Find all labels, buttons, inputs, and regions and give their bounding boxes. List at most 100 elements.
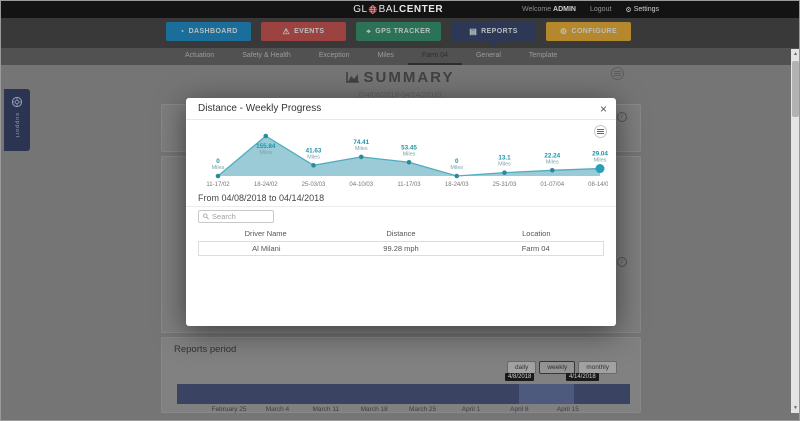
timeline-label: March 4 xyxy=(265,406,290,413)
summary-menu-button[interactable] xyxy=(611,67,624,80)
active-nav-caret xyxy=(487,41,500,47)
chart-value-label: 53.45 xyxy=(401,144,417,151)
report-icon: ▤ xyxy=(469,26,478,36)
table-cell: 99.28 mph xyxy=(383,244,419,253)
nav-button-label: DASHBOARD xyxy=(188,28,238,35)
chart-value-label: 13.1 xyxy=(498,155,511,162)
table-cell: Al Milani xyxy=(252,244,281,253)
range-start-tooltip: 4/8/2018 xyxy=(505,373,535,381)
scroll-down-icon[interactable]: ▼ xyxy=(793,405,798,411)
period-button-weekly[interactable]: weekly xyxy=(539,361,576,374)
distance-weekly-progress-modal: Distance - Weekly Progress × 0 Miles 11-17… xyxy=(186,98,616,326)
report-tabs: Actuation Safety & Health Exception Miles Fa… xyxy=(1,48,799,65)
chart-point[interactable] xyxy=(263,133,269,139)
tab-safety-health[interactable]: Safety & Health xyxy=(242,52,291,59)
chart-point[interactable] xyxy=(502,170,507,175)
chart-x-axis-label: 25-31/03 xyxy=(493,182,517,188)
logo: GL BAL CENTER xyxy=(353,1,443,18)
chart-unit-label: Miles xyxy=(450,165,463,171)
logo-text-prefix: GL xyxy=(353,4,368,15)
chart-unit-label: Miles xyxy=(259,150,272,156)
table-cell: Farm 04 xyxy=(521,244,550,253)
support-side-tab[interactable]: support xyxy=(4,89,30,151)
tab-template[interactable]: Template xyxy=(528,52,558,59)
logo-text-mid: BAL xyxy=(378,4,400,15)
chart-x-axis-label: 01-07/04 xyxy=(540,182,564,188)
top-bar: GL BAL CENTER Welcome ADMIN Logout ⚙ Set… xyxy=(1,1,799,18)
chart-x-axis-label: 25-03/03 xyxy=(302,182,326,188)
table-header-cell: Driver Name xyxy=(244,229,287,238)
chart-point[interactable] xyxy=(406,159,412,165)
search-box xyxy=(198,210,274,223)
timeline-label: March 11 xyxy=(312,406,340,413)
drivers-table: Driver Name Distance Location Al Milani 99.… xyxy=(198,226,604,256)
nav-button-dashboard[interactable]: ◔ DASHBOARD xyxy=(166,22,251,41)
location-icon: ⌖ xyxy=(366,26,372,36)
chart-point[interactable] xyxy=(311,163,316,168)
modal-title: Distance - Weekly Progress xyxy=(198,103,322,114)
chart-value-label: 0 xyxy=(455,158,459,165)
tab-farm-04[interactable]: Farm 04 xyxy=(407,48,462,65)
chart-value-label: 0 xyxy=(216,158,220,165)
chart-point[interactable] xyxy=(549,167,555,173)
chart-point[interactable] xyxy=(454,173,460,179)
table-row[interactable]: Al Milani 99.28 mph Farm 04 xyxy=(198,241,604,256)
tab-general[interactable]: General xyxy=(475,52,501,59)
chart-value-label: 29.04 xyxy=(592,151,608,158)
chart-unit-label: Miles xyxy=(307,154,320,160)
tab-actuation[interactable]: Actuation xyxy=(185,52,215,59)
chart-value-label: 74.41 xyxy=(353,139,369,146)
info-icon[interactable]: i xyxy=(617,112,627,122)
chart-x-axis-label: 18-24/03 xyxy=(445,182,469,188)
timeline-label: March 25 xyxy=(409,406,437,413)
logout-link[interactable]: Logout xyxy=(590,6,612,13)
globe-icon xyxy=(369,5,378,14)
search-input[interactable] xyxy=(212,212,269,221)
chart-point[interactable] xyxy=(215,173,221,179)
scroll-up-icon[interactable]: ▲ xyxy=(793,51,798,57)
chart-unit-label: Miles xyxy=(212,165,225,171)
gauge-icon: ◔ xyxy=(179,26,185,36)
chart-unit-label: Miles xyxy=(498,162,511,168)
main-nav: ◔ DASHBOARD ⚠ EVENTS ⌖ GPS TRACKER ▤ REPORTS ⚙ CO… xyxy=(1,18,799,48)
chart-x-axis-label: 11-17/02 xyxy=(206,182,230,188)
chart-point[interactable] xyxy=(595,164,605,174)
wrench-icon: ⚙ xyxy=(625,6,632,14)
scrollbar-thumb[interactable] xyxy=(792,61,799,117)
warning-icon: ⚠ xyxy=(282,26,291,36)
chart-icon xyxy=(345,72,359,83)
search-icon xyxy=(203,213,209,220)
nav-button-events[interactable]: ⚠ EVENTS xyxy=(261,22,346,41)
info-icon[interactable]: i xyxy=(617,257,627,267)
username: ADMIN xyxy=(553,6,576,13)
chart-point[interactable] xyxy=(358,154,364,160)
timeline-label: April 15 xyxy=(556,406,579,413)
settings-link[interactable]: ⚙ Settings xyxy=(625,6,659,14)
nav-button-gps-tracker[interactable]: ⌖ GPS TRACKER xyxy=(356,22,441,41)
close-icon[interactable]: × xyxy=(599,102,607,116)
nav-button-label: EVENTS xyxy=(294,28,325,35)
nav-button-reports[interactable]: ▤ REPORTS xyxy=(451,22,536,47)
nav-button-label: CONFIGURE xyxy=(571,28,618,35)
nav-button-configure[interactable]: ⚙ CONFIGURE xyxy=(546,22,631,41)
vertical-scrollbar[interactable]: ▲ ▼ xyxy=(791,49,799,413)
table-header-row: Driver Name Distance Location xyxy=(198,226,604,241)
reports-period-card: Reports period daily weekly monthly 4/8/20… xyxy=(161,337,641,413)
timeline-label: April 1 xyxy=(461,406,481,413)
chart-x-axis-label: 08-14/04 xyxy=(588,182,608,188)
date-range-text: From 04/08/2018 to 04/14/2018 xyxy=(198,193,325,203)
chart-value-label: 22.24 xyxy=(544,152,560,159)
chart-unit-label: Miles xyxy=(594,158,607,164)
tab-exception[interactable]: Exception xyxy=(318,52,350,59)
timeline-selected-range[interactable] xyxy=(519,384,574,404)
tab-miles[interactable]: Miles xyxy=(377,52,394,59)
timeline-label: April 8 xyxy=(510,406,529,413)
chart-x-axis-label: 18-24/02 xyxy=(254,182,278,188)
timeline-axis-labels: February 25 March 4 March 11 March 18 March … xyxy=(162,406,640,416)
lifering-icon xyxy=(11,96,23,108)
weekly-distance-area-chart[interactable]: 0Miles11-17/02155.84Miles18-24/0241.63Mi… xyxy=(194,126,608,190)
timeline-navigator[interactable] xyxy=(177,384,630,404)
nav-button-label: GPS TRACKER xyxy=(375,28,431,35)
welcome-text: Welcome ADMIN xyxy=(522,6,576,13)
chart-context-menu-button[interactable] xyxy=(594,125,607,138)
